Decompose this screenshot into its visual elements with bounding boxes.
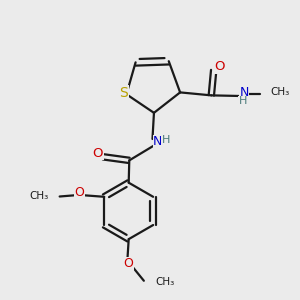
Text: CH₃: CH₃ bbox=[155, 277, 174, 287]
Text: O: O bbox=[92, 147, 103, 160]
Text: O: O bbox=[74, 186, 84, 200]
Text: H: H bbox=[162, 136, 170, 146]
Text: H: H bbox=[238, 96, 247, 106]
Text: N: N bbox=[239, 86, 249, 100]
Text: CH₃: CH₃ bbox=[29, 191, 48, 201]
Text: CH₃: CH₃ bbox=[271, 87, 290, 98]
Text: N: N bbox=[153, 136, 163, 148]
Text: O: O bbox=[214, 60, 224, 73]
Text: S: S bbox=[119, 86, 128, 100]
Text: O: O bbox=[123, 257, 133, 270]
